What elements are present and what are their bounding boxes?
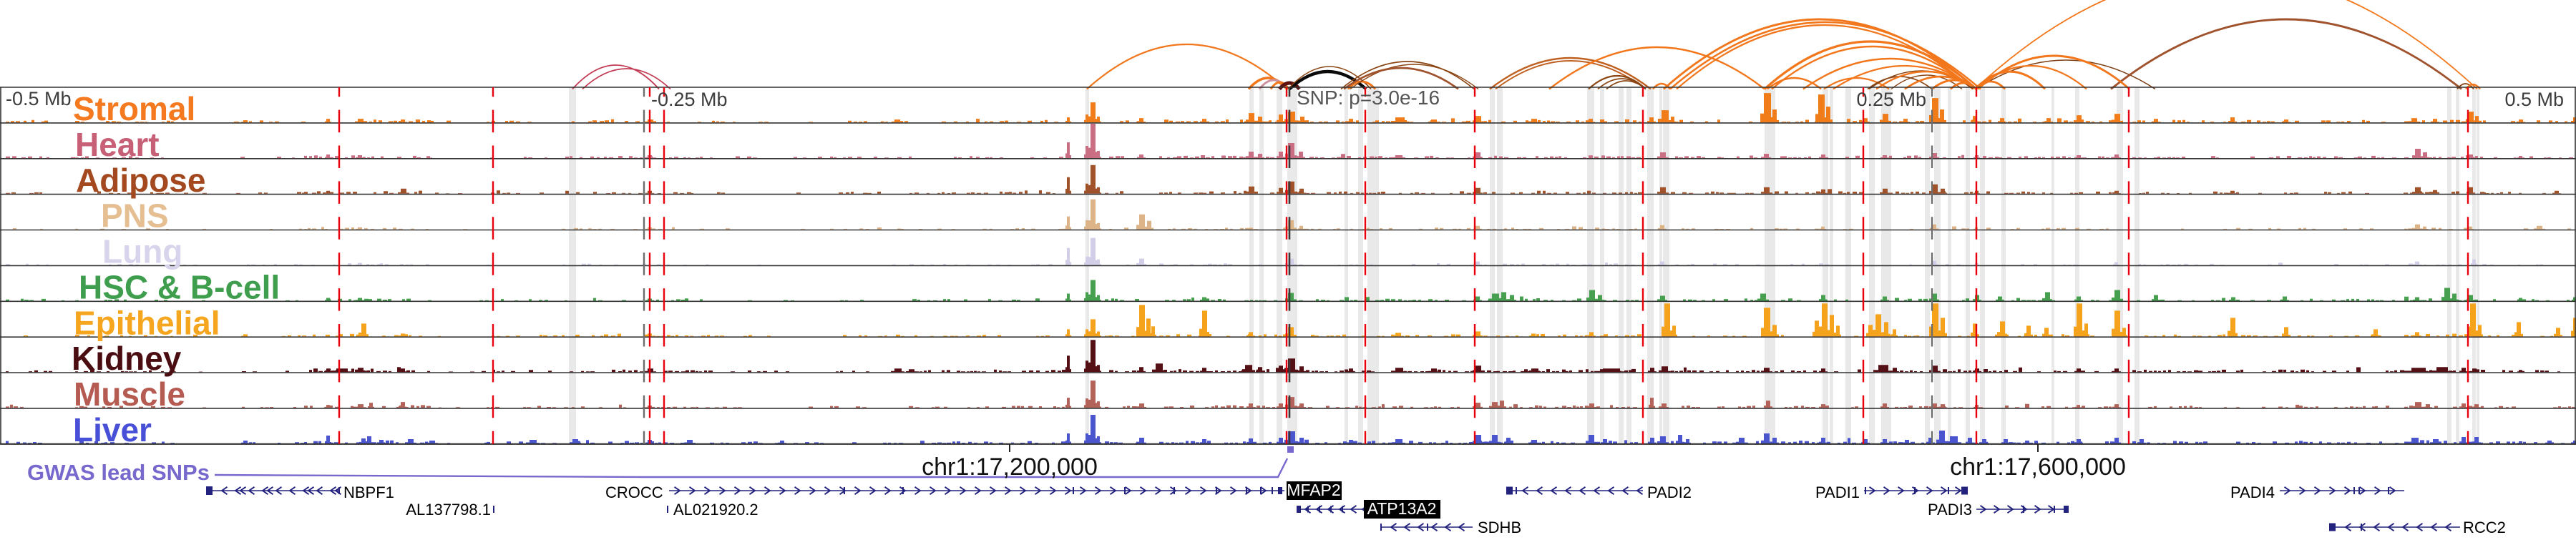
svg-text:PNS: PNS [101, 197, 169, 235]
svg-text:RCC2: RCC2 [2463, 519, 2506, 536]
svg-text:Lung: Lung [102, 233, 182, 270]
svg-text:AL137798.1: AL137798.1 [406, 501, 491, 519]
svg-text:ATP13A2: ATP13A2 [1367, 499, 1437, 518]
svg-text:Kidney: Kidney [72, 340, 182, 377]
svg-text:NBPF1: NBPF1 [343, 483, 394, 501]
svg-text:Epithelial: Epithelial [74, 304, 220, 341]
svg-text:chr1:17,600,000: chr1:17,600,000 [1950, 453, 2126, 481]
svg-text:0.25 Mb: 0.25 Mb [1856, 89, 1926, 110]
svg-text:PADI1: PADI1 [1815, 483, 1860, 501]
svg-text:MFAP2: MFAP2 [1287, 481, 1340, 499]
svg-text:Adipose: Adipose [76, 162, 205, 199]
svg-text:PADI2: PADI2 [1647, 483, 1692, 501]
svg-text:Stromal: Stromal [73, 90, 195, 127]
svg-text:PADI3: PADI3 [1928, 501, 1972, 519]
svg-text:Muscle: Muscle [74, 375, 185, 413]
svg-text:CROCC: CROCC [605, 483, 663, 501]
svg-text:0.5 Mb: 0.5 Mb [2504, 89, 2564, 110]
svg-text:SNP: p=3.0e-16: SNP: p=3.0e-16 [1297, 87, 1440, 109]
svg-text:Heart: Heart [75, 126, 160, 163]
svg-text:chr1:17,200,000: chr1:17,200,000 [922, 453, 1098, 481]
svg-text:Liver: Liver [73, 411, 152, 448]
svg-text:AL021920.2: AL021920.2 [673, 501, 758, 519]
svg-text:HSC & B-cell: HSC & B-cell [79, 268, 280, 305]
svg-text:-0.5 Mb: -0.5 Mb [6, 88, 72, 109]
svg-text:-0.25 Mb: -0.25 Mb [651, 89, 728, 110]
svg-text:GWAS lead SNPs: GWAS lead SNPs [27, 460, 210, 485]
svg-text:SDHB: SDHB [1478, 519, 1521, 536]
svg-text:PADI4: PADI4 [2230, 483, 2275, 501]
